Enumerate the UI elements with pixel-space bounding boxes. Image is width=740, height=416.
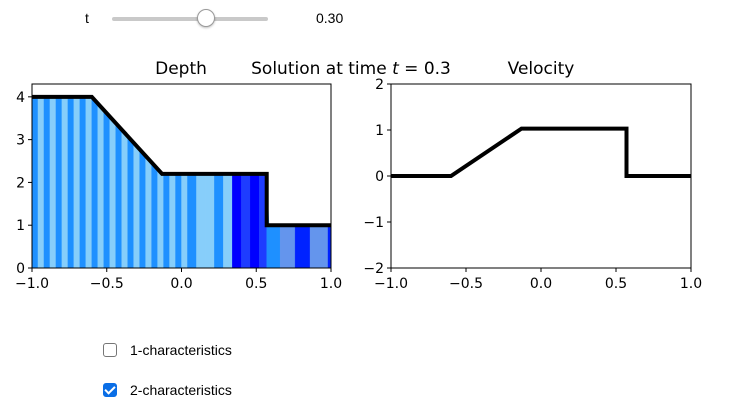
velocity-ticks: −1.0 −0.5 0.0 0.5 1.0 −2 −1 0 1 2 [363,77,702,292]
velocity-line [391,126,691,178]
depth-band [109,115,116,269]
y-tick-label: 0 [375,169,384,185]
y-tick-label: −1 [363,215,384,231]
y-tick-label: 2 [375,77,384,93]
depth-ticks: −1.0 −0.5 0.0 0.5 1.0 0 1 2 3 4 [15,90,342,292]
x-tick-label: −0.5 [90,276,124,292]
depth-band [294,225,311,269]
depth-band [279,225,296,269]
x-tick-label: −1.0 [374,276,408,292]
checkbox-2-characteristics[interactable]: 2-characteristics [103,380,232,400]
depth-band [139,148,146,269]
y-tick-label: 4 [16,90,25,106]
depth-band [157,168,164,269]
depth-band [309,225,329,269]
depth-characteristic-bands [31,96,332,269]
time-slider-row: t 0.30 [0,0,740,40]
depth-band [115,122,122,269]
y-tick-label: 1 [16,218,25,234]
checkbox-2-characteristics-label: 2-characteristics [130,382,232,398]
velocity-curve [391,126,691,178]
y-tick-label: 1 [375,123,384,139]
x-tick-label: 1.0 [680,276,702,292]
depth-band [121,129,128,269]
x-tick-label: −0.5 [449,276,483,292]
depth-band [196,173,206,269]
depth-band [181,173,188,269]
depth-band [127,135,134,269]
depth-band [31,96,39,269]
checkbox-2-characteristics-box[interactable] [103,383,117,397]
checkbox-1-characteristics-label: 1-characteristics [130,342,232,358]
depth-band [214,173,224,269]
depth-band [266,173,281,269]
depth-band [175,173,182,269]
x-tick-label: −1.0 [15,276,49,292]
depth-band [91,96,98,269]
depth-band [85,96,93,269]
x-tick-label: 0.5 [605,276,627,292]
depth-band [97,102,104,269]
figure-suptitle: Solution at time t = 0.3 [251,59,451,79]
velocity-axes: Velocity −1.0 −0.5 0.0 0.5 1.0 −2 −1 0 1 2 [363,59,702,292]
depth-band [49,96,57,269]
checkbox-1-characteristics[interactable]: 1-characteristics [103,340,232,360]
x-tick-label: 0.0 [170,276,192,292]
time-slider-track[interactable] [112,17,268,21]
velocity-title: Velocity [508,59,575,79]
y-tick-label: −2 [363,261,384,277]
y-tick-label: 3 [16,133,25,149]
depth-curve [32,94,331,228]
depth-band [79,96,87,269]
x-tick-label: 0.0 [530,276,552,292]
x-tick-label: 0.5 [245,276,267,292]
depth-band [232,173,242,269]
checkbox-1-characteristics-box[interactable] [103,343,117,357]
depth-band [250,173,260,269]
slider-value-readout: 0.30 [316,10,344,26]
depth-band [73,96,81,269]
slider-label: t [85,10,89,26]
depth-band [61,96,69,269]
depth-band [145,155,152,269]
depth-band [55,96,63,269]
time-slider-thumb[interactable] [196,9,215,27]
depth-band [133,142,140,269]
depth-band [223,173,233,269]
depth-line [32,94,331,228]
depth-band [205,173,215,269]
depth-band [103,109,110,269]
depth-band [43,96,51,269]
solution-figure: Solution at time t = 0.3 Depth −1.0 −0.5 0… [15,59,702,292]
depth-title: Depth [155,59,207,79]
depth-band [187,173,197,269]
depth-band [37,96,45,269]
y-tick-label: 0 [16,261,25,277]
depth-band [241,173,251,269]
depth-band [151,161,158,269]
y-tick-label: 2 [16,175,25,191]
depth-band [169,173,176,269]
x-tick-label: 1.0 [320,276,342,292]
depth-axes: Depth −1.0 −0.5 0.0 0.5 1.0 0 1 2 3 4 [15,59,342,292]
depth-band [163,173,170,269]
depth-band [67,96,75,269]
